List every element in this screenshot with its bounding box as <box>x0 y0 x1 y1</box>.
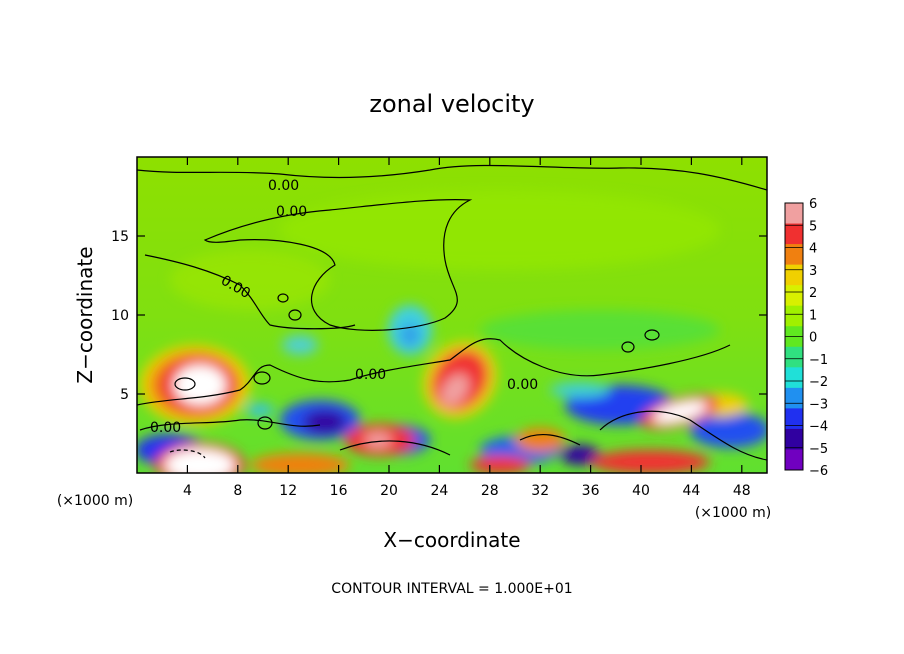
x-axis-label: X−coordinate <box>383 528 520 552</box>
colorbar-swatch <box>785 264 803 286</box>
x-tick-label: 28 <box>481 483 499 499</box>
y-axis-ticks: 5 10 15 <box>111 229 767 403</box>
colorbar-swatch <box>785 305 803 327</box>
x-tick-label: 16 <box>330 483 348 499</box>
y-tick-label: 15 <box>111 229 129 245</box>
colorbar-label: 4 <box>809 242 817 257</box>
colorbar-swatch <box>785 449 803 471</box>
plot-area: 0.00 0.00 0.00 0.00 0.00 0.00 <box>137 157 767 473</box>
colorbar-swatch <box>785 223 803 245</box>
colorbar-label: 5 <box>809 219 817 234</box>
contour-labels: 0.00 0.00 0.00 0.00 0.00 0.00 <box>150 178 538 436</box>
colorbar-label: −3 <box>809 397 828 412</box>
contour-label: 0.00 <box>507 377 538 393</box>
colorbar-swatch <box>785 203 803 225</box>
x-unit-right: (×1000 m) <box>695 505 771 521</box>
colorbar-label: −5 <box>809 442 828 457</box>
contour-label: 0.00 <box>355 367 386 383</box>
chart-title: zonal velocity <box>369 90 534 118</box>
x-tick-label: 36 <box>582 483 600 499</box>
x-tick-label: 24 <box>430 483 448 499</box>
colorbar-swatch <box>785 408 803 430</box>
y-axis-label: Z−coordinate <box>73 246 97 383</box>
contours <box>137 164 767 461</box>
contour-label: 0.00 <box>150 420 181 436</box>
colorbar-swatch <box>785 367 803 389</box>
colorbar-swatch <box>785 346 803 368</box>
heatmap-field <box>137 190 767 473</box>
contour-interval-text: CONTOUR INTERVAL = 1.000E+01 <box>331 581 572 597</box>
x-tick-label: 44 <box>682 483 700 499</box>
x-tick-label: 8 <box>233 483 242 499</box>
colorbar-label: 0 <box>809 331 817 346</box>
x-tick-label: 20 <box>380 483 398 499</box>
y-tick-label: 10 <box>111 308 129 324</box>
colorbar-swatch <box>785 428 803 450</box>
x-tick-label: 48 <box>733 483 751 499</box>
x-axis-ticks: 4 8 12 16 20 24 28 32 36 40 44 48 <box>183 157 751 499</box>
colorbar-swatch <box>785 244 803 266</box>
x-tick-label: 4 <box>183 483 192 499</box>
x-tick-label: 40 <box>632 483 650 499</box>
y-tick-label: 5 <box>120 387 129 403</box>
x-tick-label: 32 <box>531 483 549 499</box>
colorbar-label: 2 <box>809 286 817 301</box>
colorbar-swatch <box>785 285 803 307</box>
colorbar-label: −2 <box>809 375 828 390</box>
contour-label: 0.00 <box>276 204 307 220</box>
contour-label: 0.00 <box>268 178 299 194</box>
x-tick-label: 12 <box>279 483 297 499</box>
colorbar-label: 6 <box>809 197 817 212</box>
colorbar-label: 1 <box>809 308 817 323</box>
x-unit-left: (×1000 m) <box>57 493 133 509</box>
colorbar-swatch <box>785 387 803 409</box>
colorbar: 6 5 4 3 2 1 0 −1 −2 −3 −4 −5 −6 <box>784 197 828 479</box>
colorbar-label: 3 <box>809 264 817 279</box>
colorbar-label: −6 <box>809 464 828 479</box>
colorbar-label: −4 <box>809 420 828 435</box>
colorbar-label: −1 <box>809 353 828 368</box>
